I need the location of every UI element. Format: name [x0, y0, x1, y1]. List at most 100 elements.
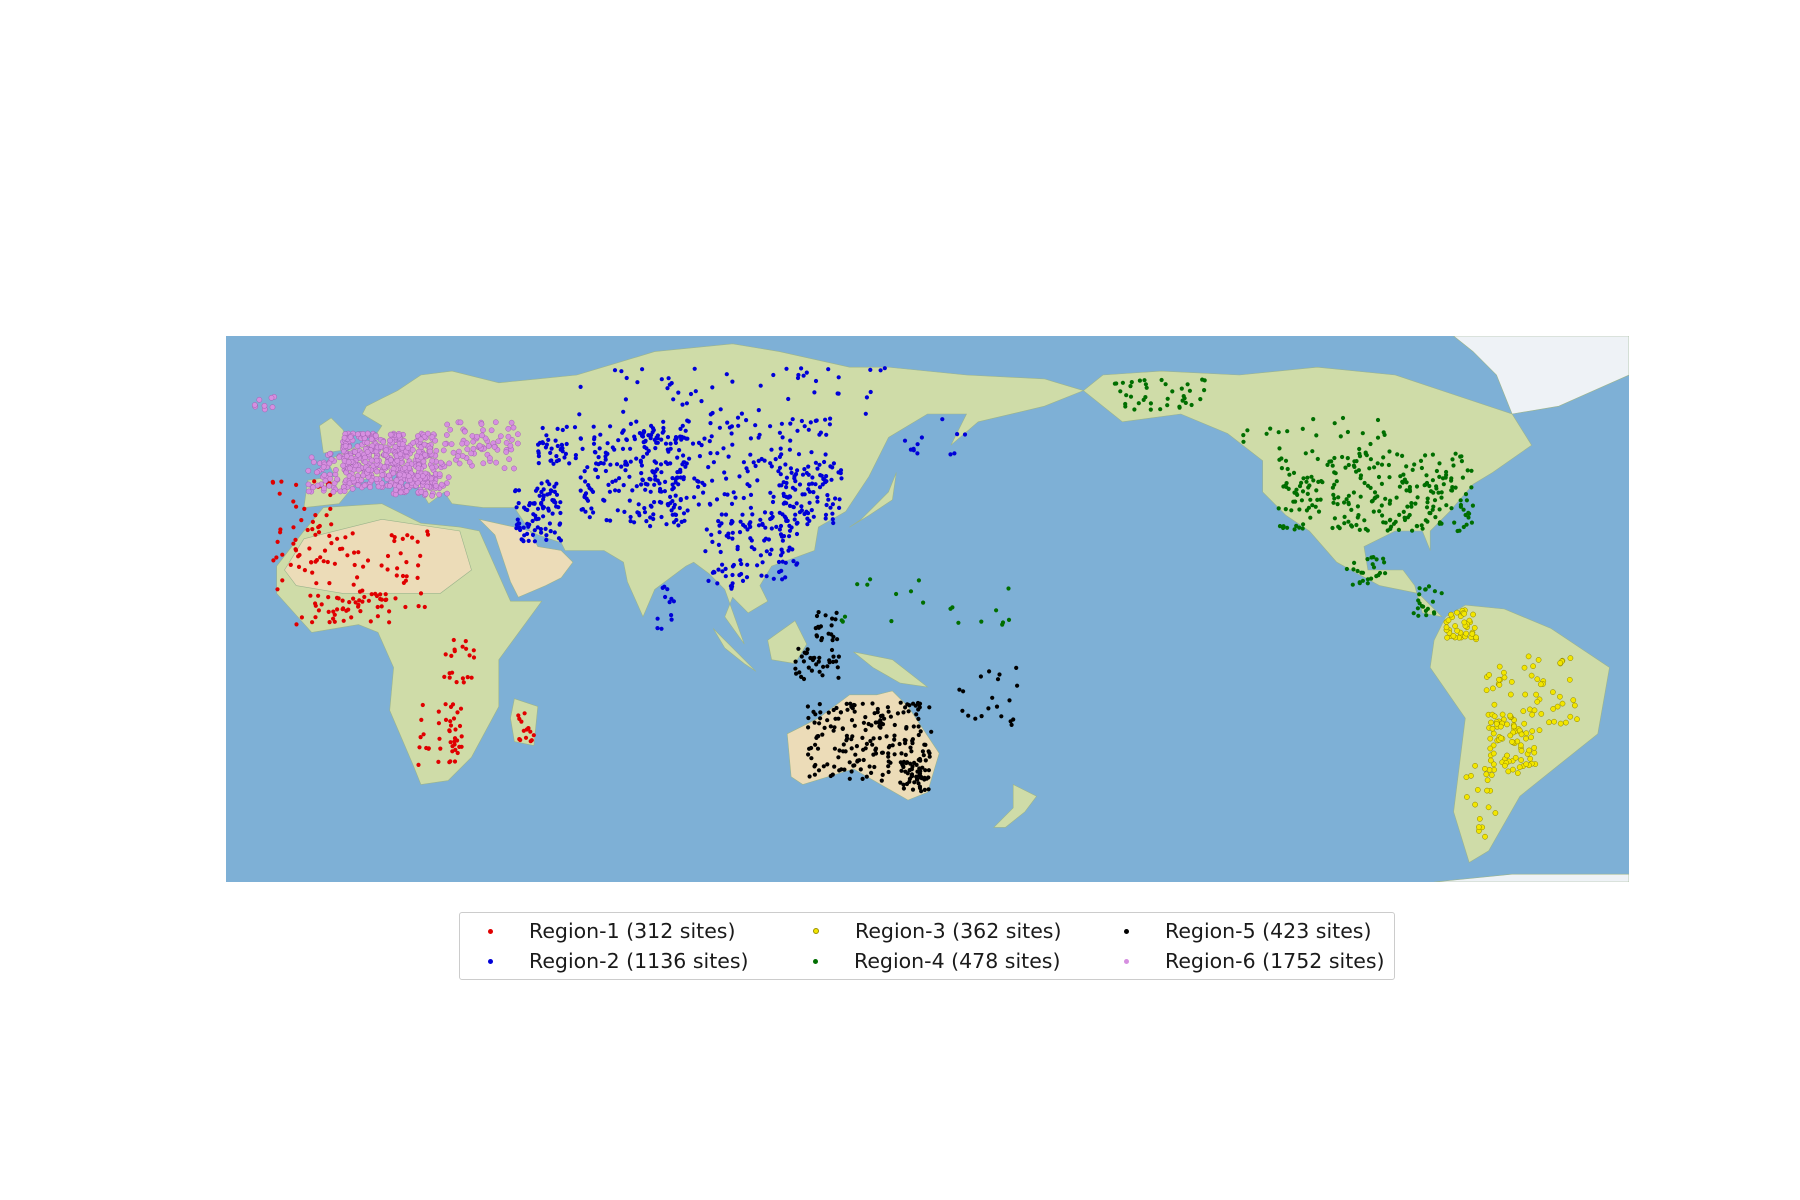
site-marker: [351, 582, 356, 587]
site-marker: [1427, 510, 1432, 516]
site-marker: [639, 482, 644, 487]
site-marker: [806, 464, 811, 469]
site-marker: [755, 478, 760, 483]
site-marker: [793, 512, 798, 517]
site-marker: [1358, 473, 1364, 478]
site-marker: [404, 560, 409, 565]
site-marker: [659, 437, 664, 442]
site-marker: [803, 651, 809, 656]
site-marker: [868, 577, 873, 582]
site-marker: [405, 473, 412, 480]
site-marker: [788, 438, 793, 443]
site-marker: [1428, 489, 1434, 494]
site-marker: [735, 415, 741, 420]
site-marker: [882, 366, 887, 371]
site-marker: [994, 608, 999, 613]
site-marker: [634, 419, 639, 424]
site-marker: [669, 508, 674, 513]
site-marker: [1362, 480, 1367, 486]
site-marker: [979, 619, 984, 624]
site-marker: [1129, 380, 1134, 385]
site-marker: [464, 646, 469, 651]
site-marker: [321, 559, 326, 564]
site-marker: [1300, 489, 1306, 494]
site-marker: [769, 511, 774, 516]
site-marker: [1376, 573, 1381, 578]
site-marker: [769, 526, 774, 531]
site-marker: [1508, 679, 1515, 685]
site-marker: [833, 716, 838, 721]
site-marker: [354, 431, 361, 438]
site-marker: [392, 444, 399, 450]
site-marker: [1360, 578, 1365, 583]
site-marker: [644, 519, 649, 524]
site-marker: [1412, 462, 1417, 467]
site-marker: [1453, 451, 1458, 456]
site-marker: [741, 495, 746, 501]
site-marker: [816, 768, 822, 773]
site-marker: [1198, 397, 1203, 402]
site-marker: [1294, 491, 1299, 496]
site-marker: [436, 709, 441, 714]
site-marker: [888, 760, 893, 765]
site-marker: [678, 469, 683, 474]
site-marker: [516, 488, 522, 493]
site-marker: [1417, 592, 1422, 597]
site-marker: [823, 613, 828, 618]
site-marker: [331, 616, 336, 621]
site-marker: [805, 647, 810, 652]
site-marker: [532, 528, 537, 533]
site-marker: [752, 547, 757, 552]
site-marker: [823, 417, 828, 422]
site-marker: [825, 762, 830, 767]
site-marker: [660, 585, 665, 590]
site-marker: [1570, 697, 1577, 703]
site-marker: [319, 602, 324, 607]
site-marker: [796, 452, 802, 457]
site-marker: [820, 732, 825, 737]
site-marker: [1340, 454, 1345, 460]
site-marker: [793, 659, 798, 664]
site-marker: [528, 729, 533, 734]
site-marker: [358, 609, 363, 614]
site-marker: [718, 407, 723, 412]
site-marker: [613, 478, 618, 483]
site-marker: [307, 546, 312, 551]
site-marker: [1550, 689, 1556, 695]
landmass-arabia: [478, 518, 574, 598]
site-marker: [1490, 730, 1497, 737]
site-marker: [1297, 507, 1302, 512]
site-marker: [1507, 732, 1514, 739]
site-marker: [899, 751, 904, 756]
site-marker: [748, 436, 754, 441]
site-marker: [806, 487, 811, 492]
site-marker: [864, 395, 870, 400]
site-marker: [1202, 388, 1207, 393]
site-marker: [823, 452, 828, 457]
site-marker: [389, 533, 394, 538]
site-marker: [1454, 609, 1460, 616]
site-marker: [1355, 568, 1360, 574]
site-marker: [678, 498, 683, 503]
site-marker: [680, 402, 685, 407]
site-marker: [800, 472, 806, 477]
site-marker: [589, 506, 594, 511]
site-marker: [1398, 474, 1403, 479]
site-marker: [1120, 380, 1125, 385]
site-marker: [549, 446, 554, 451]
site-marker: [869, 723, 874, 728]
site-marker: [875, 710, 880, 715]
site-marker: [383, 592, 388, 597]
site-marker: [452, 759, 458, 764]
site-marker: [911, 701, 916, 706]
site-marker: [1276, 430, 1281, 435]
site-marker: [355, 466, 362, 473]
site-marker: [784, 485, 789, 490]
site-marker: [779, 421, 785, 426]
site-marker: [322, 477, 329, 484]
site-marker: [474, 433, 480, 440]
site-marker: [1536, 727, 1543, 734]
site-marker: [716, 519, 721, 524]
site-marker: [696, 440, 702, 445]
site-marker: [1424, 505, 1430, 510]
